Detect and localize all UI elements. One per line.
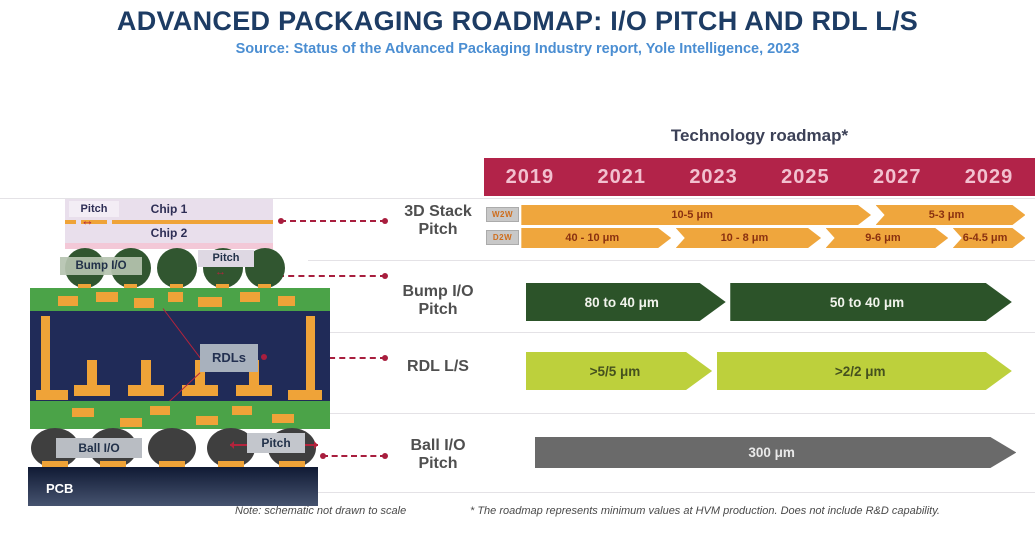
roadmap-segment-ball-1: 300 μm <box>535 437 1016 468</box>
pitch-double-arrow-icon: ↔ <box>81 213 94 228</box>
row-label-bump-io-pitch: Bump I/O Pitch <box>402 283 474 319</box>
ball-io-label: Ball I/O <box>56 438 142 458</box>
roadmap-segment-rdl-2: >2/2 μm <box>717 352 1012 390</box>
substrate-pad <box>278 296 295 306</box>
bump-pitch-arrow-icon: ↔ <box>215 266 226 278</box>
separator-line <box>308 413 1035 414</box>
ball-pad <box>100 461 126 467</box>
tag-w2w: W2W <box>486 207 519 222</box>
note-schematic: Note: schematic not drawn to scale <box>235 505 407 517</box>
roadmap-segment-w2w-2: 5-3 μm <box>876 205 1026 225</box>
separator-line <box>308 260 1035 261</box>
bottom-pad <box>288 390 322 400</box>
segment-value-label: 80 to 40 μm <box>584 294 659 310</box>
roadmap-segment-bump-1: 80 to 40 μm <box>526 283 726 321</box>
chip-pitch-label: Pitch <box>69 201 119 217</box>
substrate-pad <box>72 408 94 417</box>
segment-value-label: 40 - 10 μm <box>565 232 620 244</box>
substrate-pad <box>272 414 294 423</box>
bottom-pad <box>36 390 68 400</box>
t-via-stem <box>195 360 205 386</box>
year-label-2021: 2021 <box>597 165 646 188</box>
substrate-pad <box>134 298 154 308</box>
note-roadmap-footnote: * The roadmap represents minimum values … <box>470 505 940 517</box>
chip-line-gap <box>107 220 112 224</box>
substrate-pad <box>198 297 222 307</box>
segment-value-label: 50 to 40 μm <box>829 294 905 310</box>
segment-value-label: >5/5 μm <box>589 363 641 379</box>
row-label-rdl-ls: RDL L/S <box>407 358 469 375</box>
segment-value-label: 10 - 8 μm <box>720 232 769 244</box>
substrate-pad <box>96 292 118 302</box>
leader-line-3d-stack <box>278 218 388 224</box>
ball-pad <box>42 461 68 467</box>
substrate-pad <box>120 418 142 427</box>
separator-line <box>308 332 1035 333</box>
segment-value-label: 5-3 μm <box>928 209 965 221</box>
roadmap-segment-rdl-1: >5/5 μm <box>526 352 712 390</box>
bump-ball <box>157 248 197 288</box>
leader-line-ball-io <box>320 453 388 459</box>
t-via-stem <box>249 360 259 386</box>
ball-pad <box>279 461 305 467</box>
t-via-foot <box>128 385 164 396</box>
year-label-2025: 2025 <box>781 165 830 188</box>
pcb-block: PCB <box>28 467 318 506</box>
via-right <box>306 316 315 396</box>
t-via-foot <box>182 385 218 396</box>
year-label-2019: 2019 <box>505 165 555 188</box>
page-title: ADVANCED PACKAGING ROADMAP: I/O PITCH AN… <box>116 6 919 36</box>
t-via-stem <box>141 360 151 386</box>
ball-pitch-label: Pitch <box>247 433 305 453</box>
substrate-pad <box>150 406 170 415</box>
year-label-2027: 2027 <box>872 165 922 188</box>
chip1-label: Chip 1 <box>150 202 188 216</box>
year-label-2029: 2029 <box>964 165 1014 188</box>
chip2-label: Chip 2 <box>150 226 188 240</box>
t-via-foot <box>74 385 110 396</box>
separator-line <box>0 198 1035 199</box>
roadmap-segment-d2w-2: 10 - 8 μm <box>676 228 821 248</box>
ball-pad <box>159 461 185 467</box>
tag-d2w: D2W <box>486 230 519 245</box>
year-axis-bar: 2019 2021 2023 2025 2027 2029 <box>484 158 1035 196</box>
bump-pitch-label: Pitch <box>198 250 254 267</box>
roadmap-heading: Technology roadmap* <box>670 126 849 145</box>
substrate-pad <box>240 292 260 302</box>
substrate-pad <box>58 296 78 306</box>
pcb-label: PCB <box>46 481 74 496</box>
chip-bond-line <box>65 220 273 224</box>
segment-value-label: 6-4.5 μm <box>962 232 1008 244</box>
segment-value-label: 9-6 μm <box>865 232 901 244</box>
ball-pad <box>218 461 244 467</box>
via-left <box>41 316 50 396</box>
row-label-ball-io-pitch: Ball I/O Pitch <box>410 437 466 473</box>
roadmap-segment-d2w-3: 9-6 μm <box>826 228 949 248</box>
segment-value-label: 10-5 μm <box>671 209 713 221</box>
roadmap-segment-d2w-1: 40 - 10 μm <box>521 228 671 248</box>
roadmap-segment-w2w-1: 10-5 μm <box>521 205 871 225</box>
chip-underfill-strip <box>65 243 273 249</box>
rdl-leader-dot <box>261 354 267 360</box>
substrate-pad <box>232 406 252 415</box>
roadmap-segment-bump-2: 50 to 40 μm <box>730 283 1012 321</box>
segment-value-label: >2/2 μm <box>834 363 886 379</box>
substrate-pad <box>168 292 183 302</box>
chip-stack-block: Chip 1 Pitch ↔ Chip 2 <box>65 199 273 249</box>
substrate-pad <box>196 416 218 425</box>
leader-line-bump-io <box>276 273 388 279</box>
year-label-2023: 2023 <box>689 165 738 188</box>
bump-io-label: Bump I/O <box>60 257 142 275</box>
t-via-stem <box>87 360 97 386</box>
roadmap-segment-d2w-4: 6-4.5 μm <box>953 228 1026 248</box>
separator-line <box>230 492 1035 493</box>
rdls-label: RDLs <box>200 344 258 372</box>
source-subtitle: Source: Status of the Advanced Packaging… <box>235 41 800 57</box>
row-label-3d-stack-pitch: 3D Stack Pitch <box>404 203 472 239</box>
segment-value-label: 300 μm <box>748 445 795 460</box>
t-via-foot <box>236 385 272 396</box>
chip-line-gap <box>76 220 81 224</box>
